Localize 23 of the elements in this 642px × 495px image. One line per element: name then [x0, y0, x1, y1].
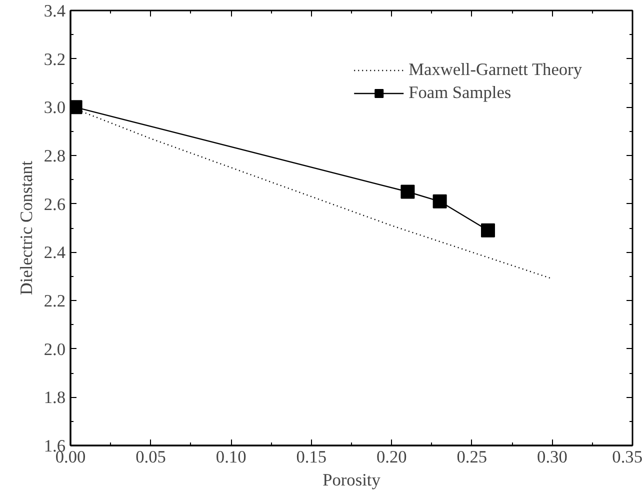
point: [432, 194, 447, 208]
y-tick-label: 2.8: [44, 146, 66, 166]
x-tick-label: 0.25: [456, 448, 488, 466]
y-tick-label: 2.6: [44, 194, 66, 214]
x-tick-label: 0.15: [296, 448, 327, 466]
legend-label: Maxwell-Garnett Theory: [408, 60, 582, 80]
y-tick-label: 2.4: [44, 243, 66, 262]
y-tick-label: 3.0: [44, 98, 66, 118]
y-axis-title: Dielectric Constant: [16, 160, 36, 296]
y-tick-label: 3.4: [44, 2, 66, 20]
x-tick-label: 0.20: [376, 448, 407, 466]
point: [480, 223, 495, 238]
y-tick-label: 3.2: [44, 50, 66, 69]
legend-label: Foam Samples: [408, 83, 512, 103]
x-tick-label: 0.05: [136, 448, 166, 466]
y-tick-label: 1.8: [44, 388, 66, 408]
x-tick-label: 0.35: [612, 448, 642, 466]
x-axis-title: Porosity: [322, 470, 381, 490]
y-tick-label: 2.0: [44, 340, 66, 359]
x-tick-label: 0.30: [537, 448, 568, 466]
x-tick-label: 0.10: [216, 448, 246, 466]
y-tick-label: 2.2: [44, 292, 66, 310]
point: [400, 184, 415, 199]
